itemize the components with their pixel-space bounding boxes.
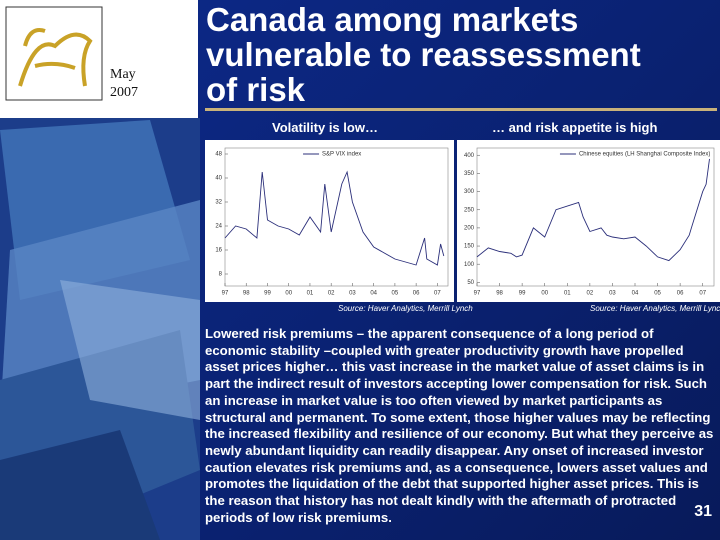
y-tick-label: 350 (464, 171, 475, 177)
x-tick-label: 03 (609, 291, 616, 297)
chart: 50 100 150 200 250 300 350 400 97 98 99 00 01 02 03 04 0… (464, 147, 715, 297)
plot-frame (476, 147, 715, 287)
source: Source: Haver Analytics, Merrill Lynch (338, 304, 473, 313)
x-tick-label: 97 (222, 291, 229, 297)
x-tick-label: 03 (349, 291, 356, 297)
body-text: Lowered risk premiums – the apparent con… (205, 326, 714, 525)
data-line (476, 158, 710, 262)
x-tick-label: 99 (519, 291, 526, 297)
subtitle: Volatility is low… (272, 120, 378, 135)
x-tick-label: 98 (496, 291, 503, 297)
y-tick-label: 8 (219, 272, 223, 278)
y-tick-label: 300 (464, 189, 475, 195)
chart-frame: 8 16 24 32 40 48 97 98 99 00 01 02 03 04 05 06 07 S&P VIX… (205, 140, 454, 302)
x-tick-label: 01 (307, 291, 314, 297)
title-line: vulnerable to reassessment (206, 36, 641, 73)
y-tick-label: 100 (464, 262, 475, 268)
y-tick-label: 48 (215, 152, 222, 158)
x-tick-label: 02 (328, 291, 335, 297)
title-rule (205, 108, 717, 111)
y-tick-label: 250 (464, 207, 475, 213)
data-line (224, 170, 445, 266)
year: 2007 (110, 85, 138, 100)
x-tick-label: 98 (243, 291, 250, 297)
logo (5, 6, 103, 101)
x-tick-label: 05 (392, 291, 399, 297)
x-tick-label: 97 (474, 291, 481, 297)
y-tick-label: 400 (464, 153, 475, 159)
x-tick-label: 99 (264, 291, 271, 297)
y-tick-label: 32 (215, 200, 222, 206)
y-tick-label: 150 (464, 244, 475, 250)
source: Source: Haver Analytics, Merrill Lynch (590, 304, 720, 313)
subtitle: … and risk appetite is high (492, 120, 658, 135)
x-tick-label: 00 (285, 291, 292, 297)
title-line: Canada among markets (206, 1, 579, 38)
y-tick-label: 40 (215, 176, 222, 182)
chart-frame: 50 100 150 200 250 300 350 400 97 98 99 00 01 02 03 04 0… (457, 140, 720, 302)
x-tick-label: 07 (699, 291, 706, 297)
x-tick-label: 02 (587, 291, 594, 297)
y-tick-label: 24 (215, 224, 222, 230)
plot-frame (224, 147, 449, 287)
x-tick-label: 00 (541, 291, 548, 297)
title: Canada among markets vulnerable to reass… (206, 2, 641, 107)
month: May (110, 67, 136, 82)
title-line: of risk (206, 71, 306, 108)
x-tick-label: 05 (654, 291, 661, 297)
y-tick-label: 200 (464, 225, 475, 231)
x-tick-label: 04 (370, 291, 377, 297)
date: May 2007 (110, 66, 138, 102)
chart: 8 16 24 32 40 48 97 98 99 00 01 02 03 04 05 06 07 S&P VIX… (215, 147, 449, 297)
x-tick-label: 06 (413, 291, 420, 297)
y-tick-label: 50 (467, 280, 474, 286)
y-tick-label: 16 (215, 248, 222, 254)
x-tick-label: 04 (632, 291, 639, 297)
page-number: 31 (694, 503, 712, 520)
x-tick-label: 07 (434, 291, 441, 297)
legend-label: S&P VIX index (322, 152, 361, 158)
x-tick-label: 06 (677, 291, 684, 297)
x-tick-label: 01 (564, 291, 571, 297)
legend-label: Chinese equities (LH Shanghai Composite … (579, 152, 710, 158)
